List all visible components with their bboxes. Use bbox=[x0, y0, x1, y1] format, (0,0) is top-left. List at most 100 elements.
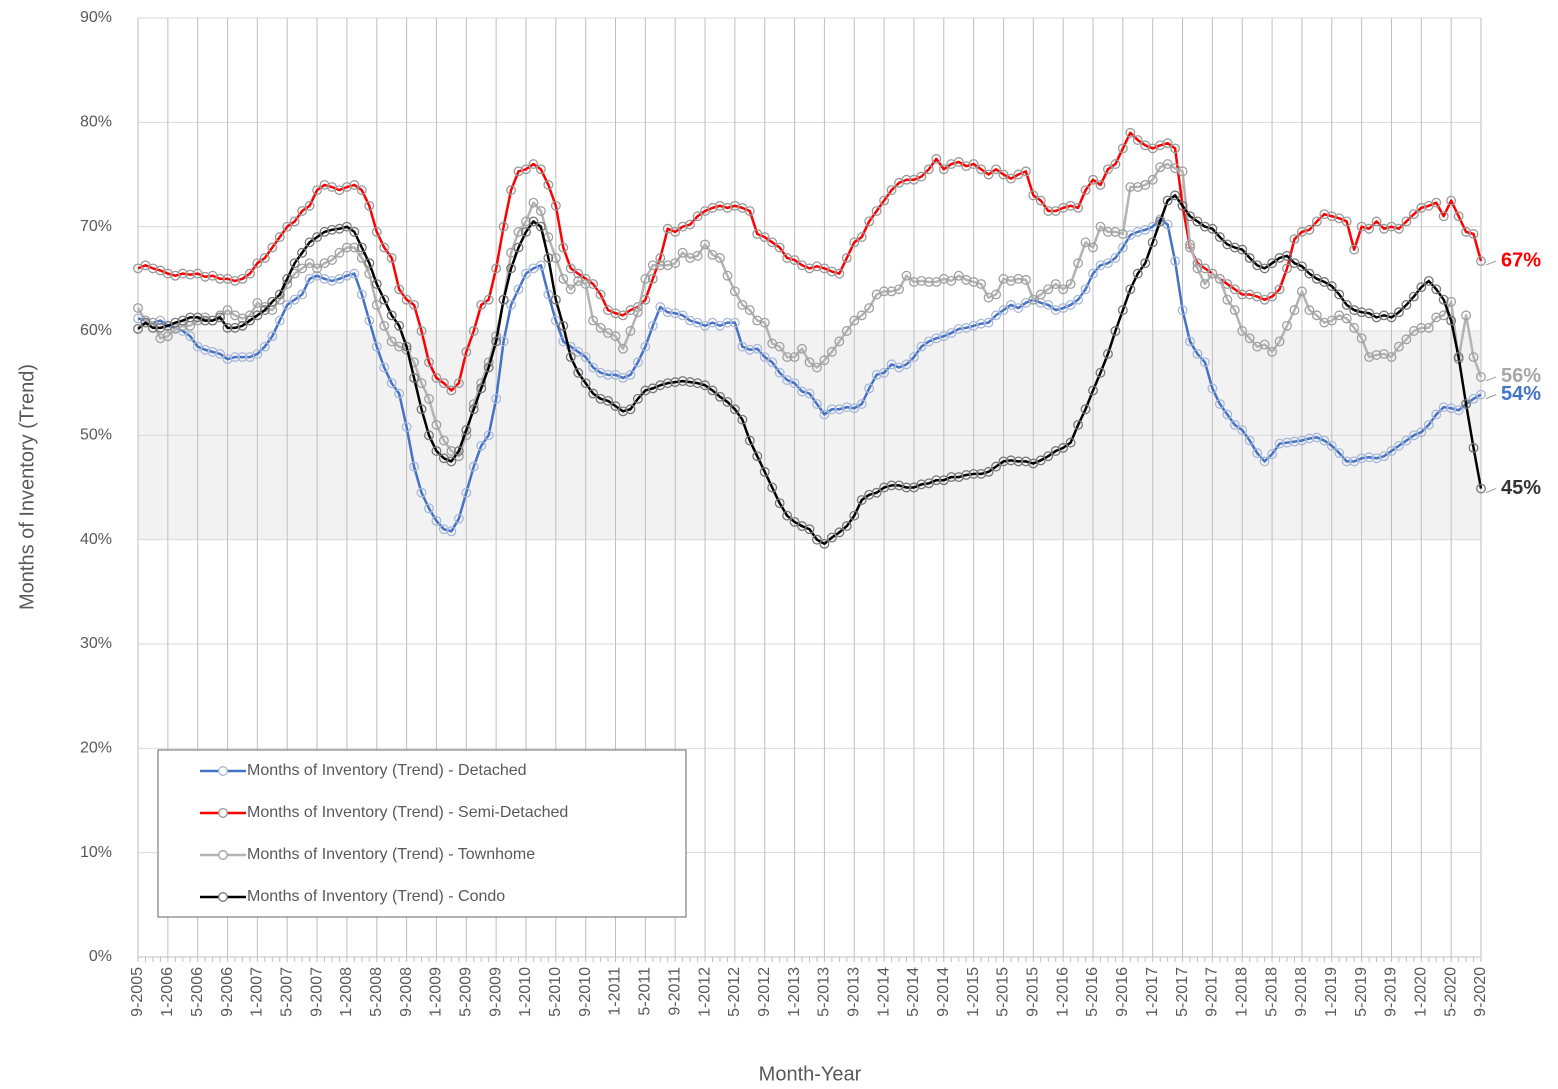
marker bbox=[133, 313, 143, 324]
marker bbox=[588, 315, 599, 326]
marker bbox=[759, 317, 770, 328]
marker bbox=[1267, 258, 1278, 269]
marker bbox=[573, 268, 584, 279]
marker bbox=[923, 277, 934, 287]
marker bbox=[379, 294, 390, 305]
marker bbox=[1177, 305, 1188, 316]
marker bbox=[826, 404, 837, 415]
marker bbox=[207, 346, 218, 357]
marker bbox=[230, 275, 240, 286]
marker bbox=[752, 451, 763, 462]
marker bbox=[1401, 299, 1412, 310]
marker bbox=[1035, 455, 1046, 466]
marker bbox=[356, 185, 367, 196]
marker bbox=[379, 320, 390, 331]
marker bbox=[1461, 226, 1472, 237]
marker bbox=[371, 279, 382, 290]
x-tick-label: 9-2020 bbox=[1472, 967, 1489, 1017]
marker bbox=[1177, 200, 1188, 211]
marker bbox=[304, 200, 315, 211]
marker bbox=[491, 393, 502, 404]
marker bbox=[976, 318, 987, 329]
marker bbox=[1431, 312, 1442, 323]
marker bbox=[692, 250, 703, 261]
marker bbox=[1453, 352, 1464, 363]
marker bbox=[879, 482, 890, 493]
marker bbox=[215, 349, 226, 359]
x-tick-label: 9-2005 bbox=[129, 967, 146, 1017]
marker bbox=[782, 352, 793, 363]
marker bbox=[677, 310, 688, 321]
marker bbox=[468, 326, 479, 336]
marker bbox=[901, 359, 912, 370]
marker bbox=[1013, 456, 1024, 467]
marker bbox=[1468, 442, 1479, 453]
marker bbox=[528, 197, 539, 208]
marker bbox=[521, 216, 531, 227]
x-tick-label: 9-2014 bbox=[935, 967, 952, 1017]
marker bbox=[856, 232, 867, 243]
marker bbox=[625, 369, 636, 380]
marker bbox=[662, 378, 673, 389]
marker bbox=[401, 422, 412, 432]
marker bbox=[349, 226, 360, 237]
marker bbox=[200, 315, 211, 326]
marker bbox=[1476, 256, 1486, 267]
marker bbox=[1125, 182, 1136, 192]
x-tick-label: 5-2013 bbox=[816, 967, 833, 1017]
marker bbox=[222, 273, 233, 284]
marker bbox=[185, 331, 196, 342]
marker bbox=[1319, 435, 1330, 446]
x-tick-label: 9-2007 bbox=[308, 967, 325, 1017]
marker bbox=[394, 284, 405, 295]
marker bbox=[1185, 211, 1195, 222]
marker bbox=[759, 352, 770, 363]
marker bbox=[886, 480, 897, 491]
marker bbox=[1319, 209, 1330, 220]
marker bbox=[1117, 143, 1128, 154]
x-tick-label: 1-2014 bbox=[875, 967, 892, 1017]
marker bbox=[1423, 322, 1434, 333]
marker bbox=[685, 377, 696, 388]
x-tick-label: 5-2011 bbox=[637, 967, 654, 1016]
marker bbox=[252, 310, 263, 321]
x-tick-label: 1-2018 bbox=[1233, 967, 1250, 1017]
marker bbox=[327, 255, 337, 266]
marker bbox=[580, 279, 591, 290]
marker bbox=[1088, 174, 1098, 185]
marker bbox=[901, 174, 912, 185]
marker bbox=[297, 247, 308, 258]
marker bbox=[812, 534, 822, 545]
marker bbox=[729, 200, 740, 211]
marker bbox=[1371, 216, 1382, 227]
marker bbox=[759, 466, 770, 477]
marker bbox=[849, 403, 860, 414]
marker bbox=[976, 279, 987, 290]
end-label-leader bbox=[1485, 488, 1497, 494]
marker bbox=[550, 315, 561, 326]
marker bbox=[215, 273, 226, 284]
marker bbox=[1199, 279, 1210, 290]
marker bbox=[259, 305, 270, 316]
x-tick-label: 9-2016 bbox=[1114, 967, 1131, 1017]
marker bbox=[1162, 159, 1173, 170]
marker bbox=[483, 362, 494, 373]
marker bbox=[1006, 455, 1016, 466]
marker bbox=[1379, 223, 1389, 234]
marker bbox=[349, 242, 360, 253]
marker bbox=[364, 315, 375, 326]
marker bbox=[1073, 202, 1084, 213]
marker bbox=[394, 320, 405, 331]
marker bbox=[1274, 438, 1285, 449]
marker bbox=[409, 299, 420, 310]
marker bbox=[1274, 336, 1285, 347]
marker bbox=[162, 268, 173, 279]
marker bbox=[1379, 310, 1389, 321]
marker bbox=[968, 320, 979, 331]
marker bbox=[864, 489, 875, 500]
marker bbox=[685, 315, 696, 326]
x-tick-label: 9-2011 bbox=[666, 967, 683, 1016]
marker bbox=[431, 446, 442, 456]
marker bbox=[483, 430, 494, 441]
